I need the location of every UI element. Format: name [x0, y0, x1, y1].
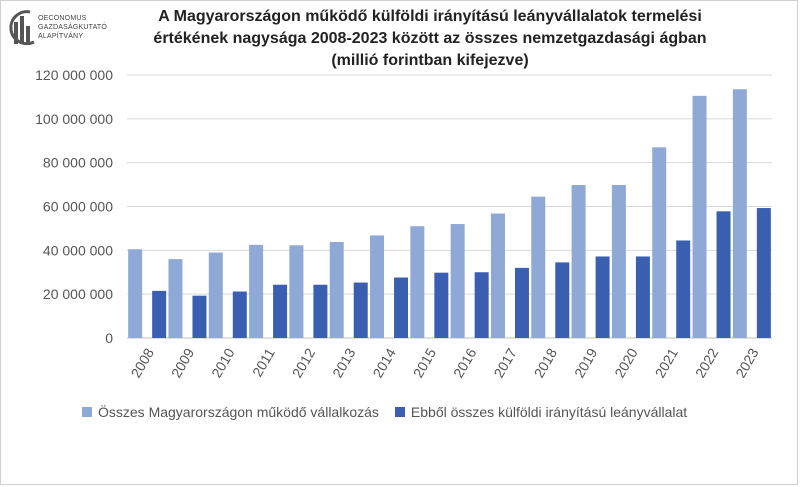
y-tick-label: 40 000 000 — [43, 242, 113, 258]
bar-foreign — [716, 211, 731, 338]
bar-foreign — [635, 256, 650, 338]
x-tick-label: 2019 — [571, 345, 601, 380]
x-tick-label: 2010 — [208, 345, 238, 380]
x-tick-label: 2020 — [611, 345, 641, 380]
bar-total — [208, 252, 223, 338]
x-tick-label: 2018 — [531, 345, 561, 380]
bar-foreign — [353, 282, 368, 338]
bar-foreign — [595, 256, 610, 338]
x-tick-label: 2023 — [732, 345, 762, 380]
legend-label-total: Összes Magyarországon működő vállalkozás — [98, 404, 379, 420]
bar-total — [652, 147, 667, 338]
legend-item-foreign: Ebből összes külföldi irányítású leányvá… — [394, 404, 688, 420]
legend-label-foreign: Ebből összes külföldi irányítású leányvá… — [410, 404, 688, 420]
bar-foreign — [313, 284, 328, 338]
bar-foreign — [273, 284, 288, 338]
x-tick-label: 2012 — [289, 345, 319, 380]
chart-title-line-2: értékének nagysága 2008-2023 között az ö… — [153, 30, 707, 47]
chart-legend: Összes Magyarországon működő vállalkozás… — [82, 402, 792, 422]
x-tick-label: 2016 — [450, 345, 480, 380]
logo-line-2: GAZDASÁGKUTATÓ — [38, 24, 108, 31]
logo-mark-icon — [9, 10, 35, 46]
bar-foreign — [394, 277, 409, 338]
bar-total — [168, 259, 183, 338]
bar-foreign — [514, 267, 529, 338]
bar-total — [249, 244, 264, 338]
bar-total — [410, 226, 425, 338]
bar-total — [571, 185, 586, 338]
logo-line-3: ALAPÍTVÁNY — [38, 33, 84, 40]
bar-foreign — [434, 272, 449, 338]
legend-item-total: Összes Magyarországon működő vállalkozás — [82, 404, 379, 420]
bar-total — [611, 185, 626, 338]
logo: OECONOMUS GAZDASÁGKUTATÓ ALAPÍTVÁNY — [4, 4, 124, 56]
bar-foreign — [152, 290, 167, 338]
y-tick-label: 100 000 000 — [35, 111, 113, 127]
y-tick-label: 120 000 000 — [35, 67, 113, 83]
bar-total — [490, 213, 505, 338]
x-tick-label: 2009 — [168, 345, 198, 380]
x-tick-label: 2011 — [249, 345, 278, 379]
logo-text: OECONOMUS GAZDASÁGKUTATÓ ALAPÍTVÁNY — [38, 14, 107, 41]
bar-total — [370, 235, 385, 338]
x-tick-label: 2013 — [329, 345, 359, 380]
bar-foreign — [232, 291, 247, 338]
bar-foreign — [555, 262, 570, 338]
logo-line-1: OECONOMUS — [38, 15, 87, 22]
x-tick-label: 2017 — [490, 345, 520, 380]
y-tick-label: 0 — [105, 330, 113, 346]
x-tick-label: 2014 — [369, 345, 399, 380]
chart-title-line-3: (millió forintban kifejezve) — [331, 52, 529, 69]
y-tick-label: 20 000 000 — [43, 286, 113, 302]
chart-title: A Magyarországon működő külföldi irányít… — [100, 6, 760, 72]
legend-swatch-foreign — [394, 407, 405, 417]
bar-foreign — [676, 240, 691, 338]
chart-title-line-1: A Magyarországon működő külföldi irányít… — [158, 8, 702, 25]
x-tick-label: 2015 — [410, 345, 440, 380]
bar-total — [531, 196, 546, 338]
x-tick-label: 2008 — [128, 345, 158, 380]
bar-total — [329, 242, 344, 338]
bar-total — [450, 224, 465, 338]
bar-total — [289, 245, 304, 338]
bar-total — [128, 249, 143, 338]
bar-foreign — [192, 295, 207, 338]
x-tick-label: 2021 — [652, 345, 682, 380]
x-tick-label: 2022 — [692, 345, 722, 380]
y-tick-label: 60 000 000 — [43, 199, 113, 215]
bar-foreign — [756, 208, 771, 338]
bar-total — [732, 89, 747, 338]
legend-swatch-total — [82, 407, 92, 417]
y-tick-label: 80 000 000 — [43, 155, 113, 171]
bar-foreign — [474, 272, 489, 338]
bar-total — [692, 95, 707, 338]
